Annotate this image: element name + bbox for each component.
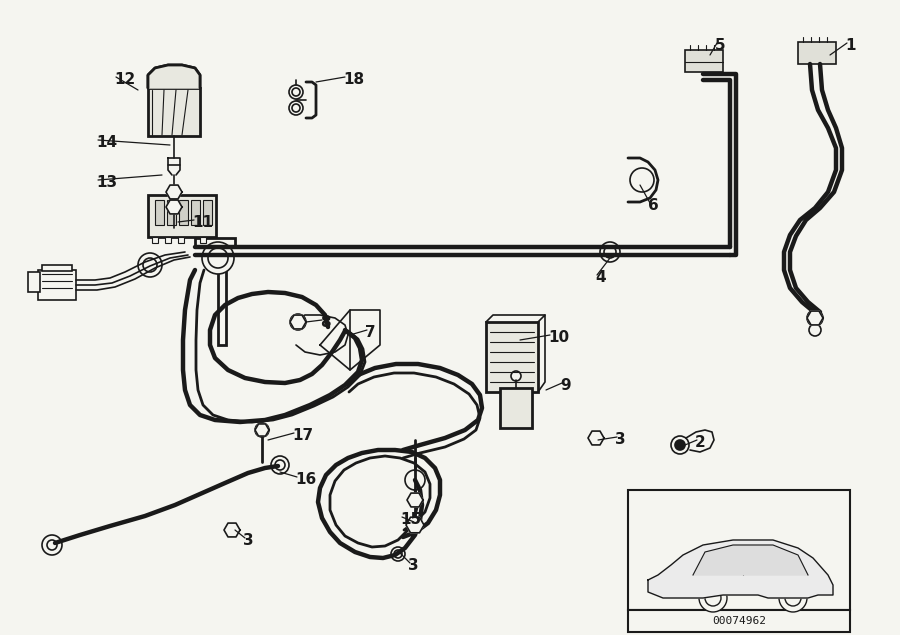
Polygon shape (588, 431, 604, 445)
Circle shape (208, 248, 228, 268)
Circle shape (289, 101, 303, 115)
Polygon shape (693, 545, 808, 575)
Circle shape (292, 104, 300, 112)
Bar (486, 322, 538, 392)
Polygon shape (255, 424, 269, 436)
Circle shape (405, 470, 425, 490)
Polygon shape (166, 185, 182, 199)
Bar (38, 270, 76, 300)
Bar (155, 200, 164, 225)
Text: 1: 1 (845, 38, 856, 53)
Polygon shape (807, 311, 823, 325)
Circle shape (292, 88, 300, 96)
Circle shape (42, 535, 62, 555)
Text: 3: 3 (243, 533, 254, 548)
Circle shape (391, 547, 405, 561)
Text: 4: 4 (595, 270, 606, 285)
Circle shape (809, 324, 821, 336)
Polygon shape (406, 517, 424, 533)
Bar (179, 200, 188, 225)
Text: 7: 7 (365, 325, 375, 340)
Circle shape (271, 456, 289, 474)
Polygon shape (648, 540, 833, 598)
Circle shape (675, 440, 685, 450)
Text: 3: 3 (615, 432, 626, 447)
Bar (685, 50, 723, 72)
Circle shape (289, 85, 303, 99)
Text: 15: 15 (400, 512, 421, 527)
Polygon shape (407, 493, 423, 507)
Circle shape (138, 253, 162, 277)
Bar (42, 265, 72, 271)
Text: 00074962: 00074962 (712, 616, 766, 626)
Bar (628, 490, 850, 610)
Circle shape (255, 423, 269, 437)
Bar (191, 200, 200, 225)
Circle shape (699, 584, 727, 612)
Circle shape (785, 590, 801, 606)
Bar (152, 237, 158, 243)
Polygon shape (290, 315, 306, 329)
Polygon shape (148, 65, 200, 88)
Circle shape (705, 590, 721, 606)
Bar (148, 195, 216, 237)
Bar (28, 272, 40, 292)
Bar (203, 200, 212, 225)
Text: 12: 12 (114, 72, 135, 87)
Bar (148, 88, 200, 136)
Circle shape (779, 584, 807, 612)
Circle shape (143, 258, 157, 272)
Circle shape (604, 246, 616, 258)
Bar (628, 610, 850, 632)
Text: 3: 3 (408, 558, 418, 573)
Text: 8: 8 (320, 315, 330, 330)
Text: 14: 14 (96, 135, 117, 150)
Circle shape (290, 314, 306, 330)
Bar (218, 245, 226, 345)
Text: 6: 6 (648, 198, 659, 213)
Circle shape (410, 495, 420, 505)
Text: 2: 2 (695, 435, 706, 450)
Circle shape (630, 168, 654, 192)
Circle shape (807, 310, 823, 326)
Circle shape (202, 242, 234, 274)
Text: 17: 17 (292, 428, 313, 443)
Bar (798, 42, 836, 64)
Text: 10: 10 (548, 330, 569, 345)
Text: 13: 13 (96, 175, 117, 190)
Circle shape (275, 460, 285, 470)
Text: 16: 16 (295, 472, 316, 487)
Circle shape (47, 540, 57, 550)
Bar (178, 237, 184, 243)
Circle shape (671, 436, 689, 454)
Bar (200, 237, 206, 243)
Text: 5: 5 (715, 38, 725, 53)
Bar (500, 388, 532, 428)
Text: 9: 9 (560, 378, 571, 393)
Text: 18: 18 (343, 72, 364, 87)
Polygon shape (224, 523, 240, 537)
Circle shape (394, 550, 402, 558)
Polygon shape (166, 200, 182, 214)
Circle shape (600, 242, 620, 262)
Bar (167, 200, 176, 225)
Circle shape (511, 371, 521, 381)
Text: 11: 11 (192, 215, 213, 230)
Bar (195, 238, 235, 247)
Bar (165, 237, 171, 243)
